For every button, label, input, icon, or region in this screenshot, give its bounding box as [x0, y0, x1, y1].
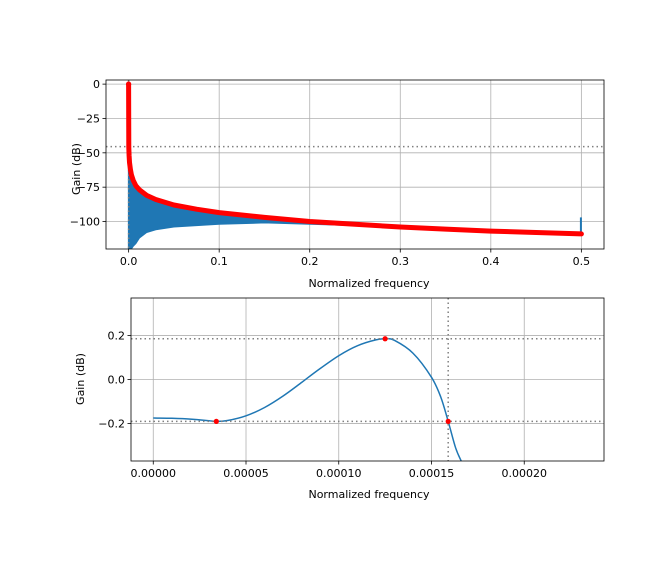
bottom-reference-lines — [131, 298, 604, 461]
ripple-point-marker — [382, 336, 388, 342]
top-x-axis-label: Normalized frequency — [308, 277, 430, 290]
top-axes-frame-rect — [105, 79, 605, 250]
top-y-tick-label: −50 — [77, 147, 100, 160]
bottom-x-axis-label: Normalized frequency — [308, 488, 430, 501]
top-y-tick-label: −25 — [77, 112, 100, 125]
bottom-grid — [131, 298, 604, 461]
peak-marker — [126, 81, 132, 87]
top-x-tick-label: 0.4 — [482, 255, 500, 268]
bottom-y-tick-label: 0.0 — [108, 374, 126, 387]
bottom-x-tick-label: 0.00010 — [316, 467, 362, 480]
bottom-ticks: 0.00000 0.00005 0.00010 0.00015 0.00020 0.2 0.… — [98, 329, 547, 480]
bottom-y-tick-label: 0.2 — [108, 329, 126, 342]
top-x-tick-label: 0.1 — [210, 255, 228, 268]
bottom-x-tick-label: 0.00000 — [131, 467, 177, 480]
top-markers — [126, 81, 584, 237]
top-y-tick-label: −100 — [70, 216, 100, 229]
peak-envelope-markers — [126, 81, 584, 237]
top-x-tick-label: 0.0 — [120, 255, 138, 268]
top-x-tick-label: 0.3 — [392, 255, 410, 268]
ripple-point-marker — [213, 418, 219, 424]
bottom-y-axis-label: Gain (dB) — [74, 353, 87, 405]
ripple-point-marker — [445, 418, 451, 424]
top-axes-frame — [105, 79, 605, 250]
top-y-axis-label: Gain (dB) — [70, 143, 83, 195]
top-x-tick-label: 0.2 — [301, 255, 319, 268]
passband-gain-line — [153, 337, 462, 461]
top-panel: 0.0 0.1 0.2 0.3 0.4 0.5 0 −25 −50 −75 −100 Normali… — [70, 78, 605, 290]
bottom-markers — [213, 336, 451, 424]
top-y-tick-label: 0 — [93, 78, 100, 91]
bottom-x-tick-label: 0.00005 — [223, 467, 269, 480]
bottom-panel: 0.00000 0.00005 0.00010 0.00015 0.00020 0.2 0.… — [74, 297, 605, 501]
bottom-data — [153, 337, 462, 461]
bottom-x-tick-label: 0.00015 — [409, 467, 455, 480]
bottom-y-tick-label: −0.2 — [98, 418, 125, 431]
top-ticks: 0.0 0.1 0.2 0.3 0.4 0.5 0 −25 −50 −75 −100 — [70, 78, 590, 268]
bottom-x-tick-label: 0.00020 — [501, 467, 547, 480]
top-y-tick-label: −75 — [77, 181, 100, 194]
top-x-tick-label: 0.5 — [573, 255, 591, 268]
